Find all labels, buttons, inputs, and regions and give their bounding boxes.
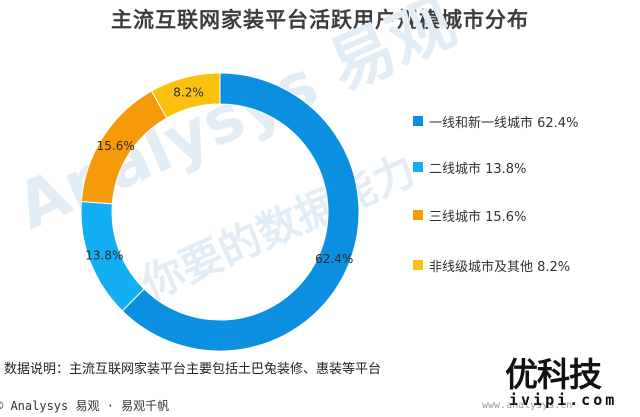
legend-label: 非线级城市及其他 8.2% <box>429 259 571 275</box>
legend-item-3: 三线城市 15.6% <box>413 205 526 225</box>
donut-value-label-2: 13.8% <box>85 248 123 262</box>
donut-slice-1 <box>121 72 360 352</box>
legend-label: 三线城市 15.6% <box>429 209 527 225</box>
legend-item-1: 一线和新一线城市 62.4% <box>413 111 578 131</box>
donut-value-label-4: 8.2% <box>173 86 204 100</box>
legend-label: 一线和新一线城市 62.4% <box>429 115 579 131</box>
donut-value-label-3: 15.6% <box>97 139 135 153</box>
data-note: 数据说明：主流互联网家装平台主要包括土巴兔装修、惠装等平台 <box>4 362 382 377</box>
logo-url: ivipi.com <box>509 391 618 409</box>
legend-item-2: 二线城市 13.8% <box>413 157 526 177</box>
chart-title: 主流互联网家装平台活跃用户规模城市分布 <box>111 8 529 32</box>
legend-swatch <box>413 162 423 172</box>
legend-swatch <box>413 116 423 126</box>
legend-item-4: 非线级城市及其他 8.2% <box>413 255 570 275</box>
legend-label: 二线城市 13.8% <box>429 161 527 177</box>
donut-slice-4 <box>150 72 221 119</box>
source-credit: © Analysys 易观 · 易观千帆 <box>0 399 170 413</box>
legend-swatch <box>413 210 423 220</box>
donut-value-label-1: 62.4% <box>315 252 353 266</box>
watermark-url: www.analysys.cn <box>482 400 573 411</box>
logo-text: 优科技 <box>505 355 602 394</box>
legend-swatch <box>413 260 423 270</box>
